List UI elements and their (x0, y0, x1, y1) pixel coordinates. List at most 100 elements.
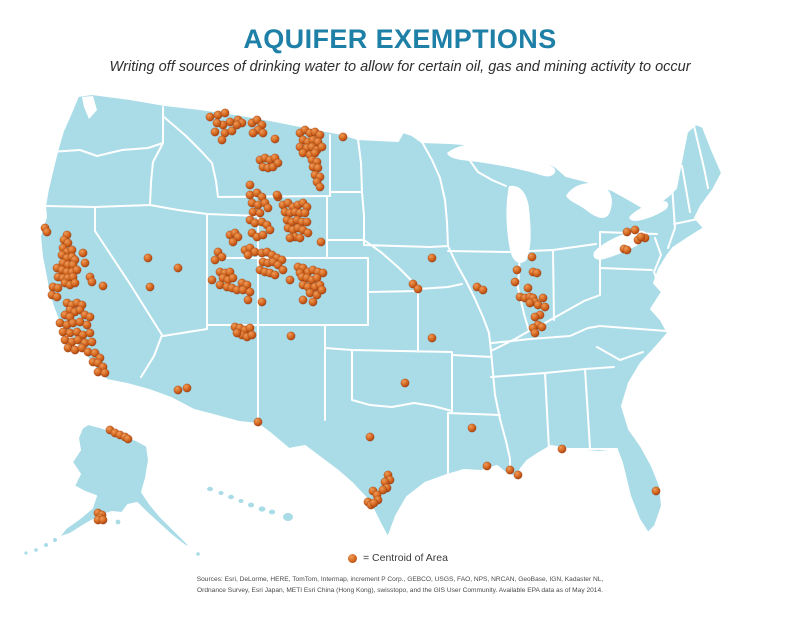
source-note: Sources: Esri, DeLorme, HERE, TomTom, In… (0, 575, 800, 597)
centroid-dot (527, 252, 537, 262)
centroid-dot (173, 263, 183, 273)
centroid-dot (478, 285, 488, 295)
lower48-landmass (39, 93, 723, 550)
centroid-dot (207, 275, 217, 285)
centroid-dot (270, 134, 280, 144)
centroid-dot (258, 230, 268, 240)
centroid-dot (308, 297, 318, 307)
centroid-dot (369, 498, 379, 508)
centroid-dot (85, 312, 95, 322)
centroid-dot (245, 180, 255, 190)
centroid-dot (295, 233, 305, 243)
centroid-dot (72, 265, 82, 275)
centroid-dot (243, 250, 253, 260)
centroid-dot (42, 227, 52, 237)
centroid-dot (228, 273, 238, 283)
centroid-dot (210, 127, 220, 137)
centroid-dot (557, 444, 567, 454)
page-title: AQUIFER EXEMPTIONS (243, 24, 557, 54)
centroid-dot (530, 312, 540, 322)
centroid-dot (70, 278, 80, 288)
centroid-dot (182, 383, 192, 393)
source-note-line2: Ordnance Survey, Esri Japan, METI Esri C… (197, 586, 603, 594)
centroid-dot (318, 268, 328, 278)
centroid-dot (413, 284, 423, 294)
centroid-dot (100, 368, 110, 378)
centroid-dot (532, 268, 542, 278)
centroid-dot (232, 328, 242, 338)
centroid-dot (482, 461, 492, 471)
centroid-dot-icon (348, 553, 357, 563)
centroid-dot (338, 132, 348, 142)
centroid-dot (512, 265, 522, 275)
centroid-dot (651, 486, 661, 496)
centroid-dot (302, 217, 312, 227)
centroid-dot (228, 237, 238, 247)
centroid-dot (232, 120, 242, 130)
centroid-dot (636, 232, 646, 242)
centroid-dot (53, 283, 63, 293)
centroid-dot (513, 470, 523, 480)
centroid-dot (365, 432, 375, 442)
centroid-dot (317, 142, 327, 152)
centroid-dot (210, 255, 220, 265)
centroid-dot (80, 258, 90, 268)
centroid-dot (255, 208, 265, 218)
centroid-dot (510, 277, 520, 287)
page-subtitle: Writing off sources of drinking water to… (109, 59, 691, 75)
centroid-dot (123, 434, 133, 444)
centroid-dot (303, 228, 313, 238)
centroid-dot (257, 297, 267, 307)
centroid-dot (537, 322, 547, 332)
centroid-dot (298, 295, 308, 305)
centroid-dot (427, 253, 437, 263)
great-lakes (82, 96, 669, 263)
centroid-dot (378, 485, 388, 495)
centroid-dot (248, 128, 258, 138)
centroid-dot (286, 331, 296, 341)
centroid-dot (272, 190, 282, 200)
centroid-dot (227, 126, 237, 136)
centroid-dot (258, 128, 268, 138)
centroid-dot (400, 378, 410, 388)
centroid-dot (205, 112, 215, 122)
centroid-dot (85, 328, 95, 338)
centroid-dot (278, 265, 288, 275)
centroid-dot (523, 283, 533, 293)
centroid-dot (220, 108, 230, 118)
centroid-dot (525, 298, 535, 308)
centroid-dot (630, 225, 640, 235)
centroid-dot (317, 285, 327, 295)
centroid-dot (316, 237, 326, 247)
centroid-dot (538, 293, 548, 303)
centroid-dot (263, 203, 273, 213)
centroid-dot (243, 295, 253, 305)
centroid-dot (253, 417, 263, 427)
centroid-dot (145, 282, 155, 292)
centroid-dot (530, 328, 540, 338)
centroid-dot (247, 330, 257, 340)
centroid-dot (245, 287, 255, 297)
centroid-dot (273, 158, 283, 168)
centroid-dots-layer (40, 108, 661, 525)
centroid-dot (622, 245, 632, 255)
centroid-dot (622, 227, 632, 237)
alaska-landmass (57, 423, 194, 550)
centroid-dot (505, 465, 515, 475)
map-legend: = Centroid of Area (348, 552, 448, 564)
centroid-dot (52, 292, 62, 302)
puget-sound (82, 96, 97, 119)
centroid-dot (315, 182, 325, 192)
centroid-dot (77, 343, 87, 353)
centroid-dot (143, 253, 153, 263)
source-note-line1: Sources: Esri, DeLorme, HERE, TomTom, In… (196, 576, 604, 583)
centroid-dot (87, 277, 97, 287)
centroid-dot (82, 320, 92, 330)
centroid-dot (87, 337, 97, 347)
centroid-dot (300, 208, 310, 218)
centroid-dot (217, 135, 227, 145)
centroid-dot (212, 118, 222, 128)
centroid-dot (98, 281, 108, 291)
